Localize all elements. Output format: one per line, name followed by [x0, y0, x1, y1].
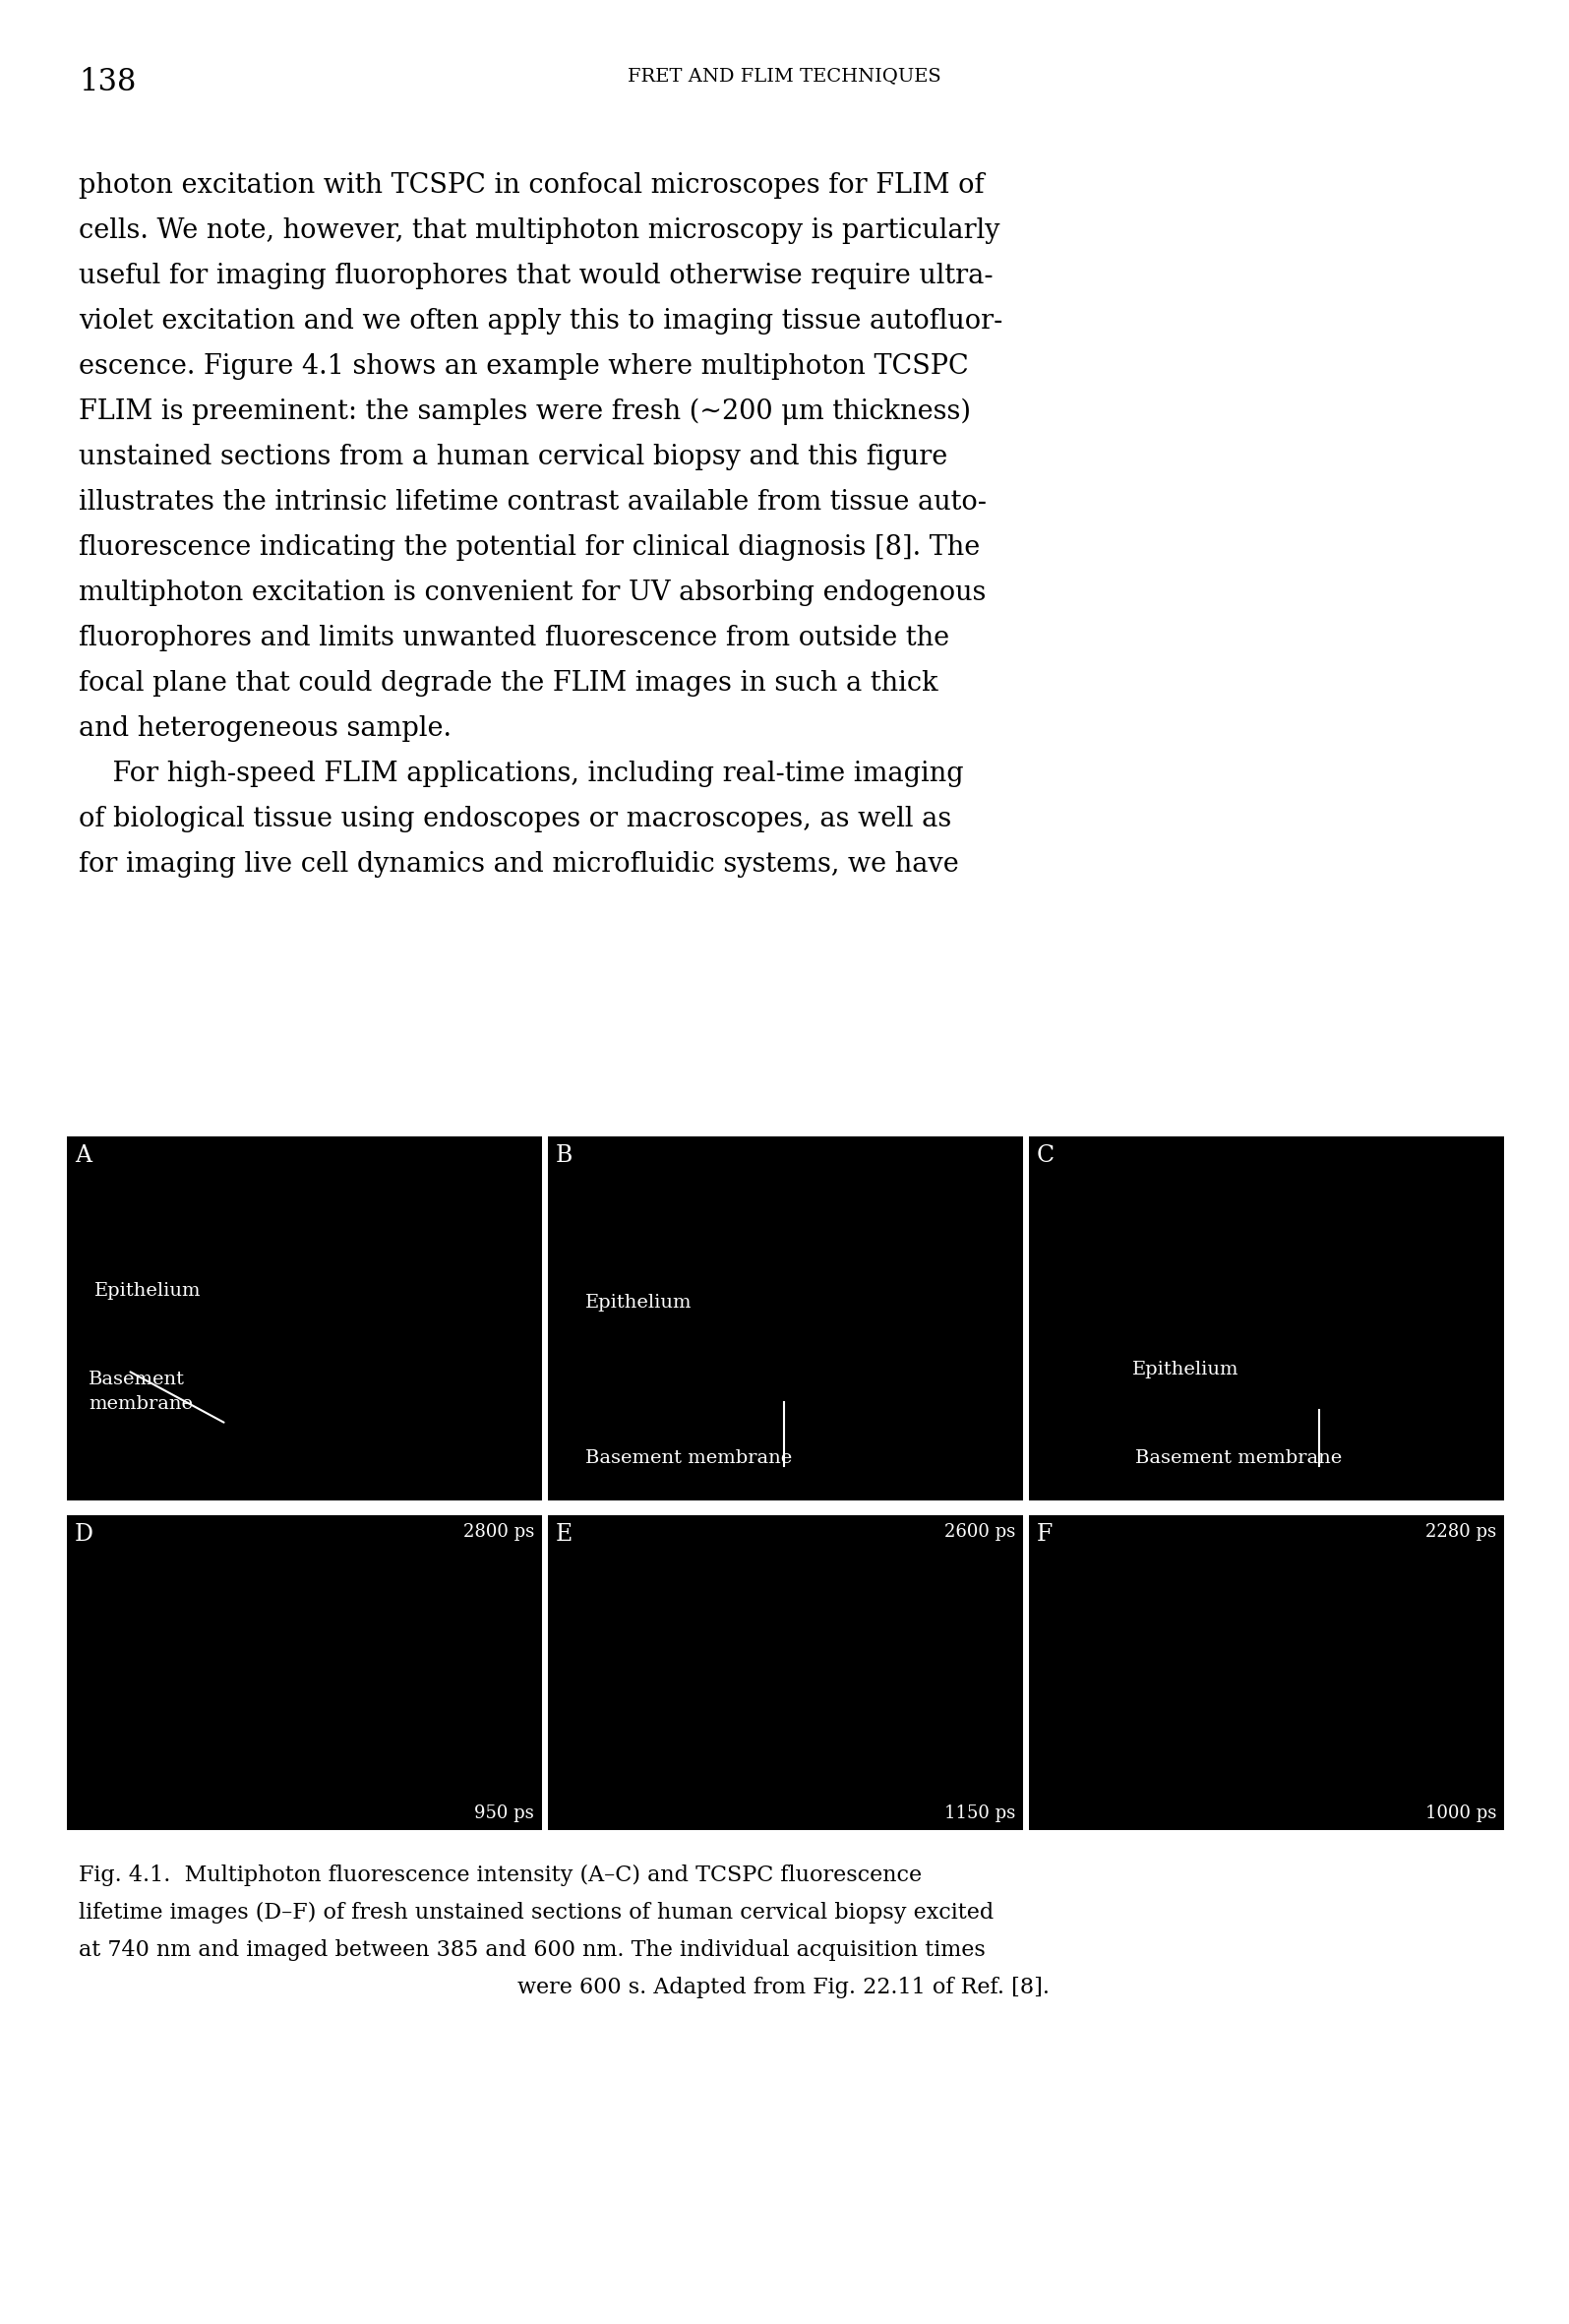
- Text: 1150 ps: 1150 ps: [945, 1803, 1015, 1822]
- Text: B: B: [555, 1143, 573, 1167]
- Text: unstained sections from a human cervical biopsy and this figure: unstained sections from a human cervical…: [78, 444, 948, 469]
- Text: 2280 ps: 2280 ps: [1425, 1522, 1497, 1541]
- Text: useful for imaging fluorophores that would otherwise require ultra-: useful for imaging fluorophores that wou…: [78, 263, 993, 288]
- Text: illustrates the intrinsic lifetime contrast available from tissue auto-: illustrates the intrinsic lifetime contr…: [78, 488, 987, 516]
- Text: cells. We note, however, that multiphoton microscopy is particularly: cells. We note, however, that multiphoto…: [78, 218, 999, 244]
- Text: for imaging live cell dynamics and microfluidic systems, we have: for imaging live cell dynamics and micro…: [78, 851, 959, 878]
- Text: Epithelium: Epithelium: [585, 1294, 692, 1311]
- Text: membrane: membrane: [88, 1394, 193, 1413]
- Text: focal plane that could degrade the FLIM images in such a thick: focal plane that could degrade the FLIM …: [78, 669, 938, 697]
- Text: E: E: [555, 1522, 573, 1545]
- Text: Basement membrane: Basement membrane: [1136, 1450, 1341, 1466]
- Text: multiphoton excitation is convenient for UV absorbing endogenous: multiphoton excitation is convenient for…: [78, 579, 985, 607]
- Text: 2800 ps: 2800 ps: [463, 1522, 533, 1541]
- Text: 138: 138: [78, 67, 137, 98]
- Bar: [1029, 1515, 1505, 1829]
- Text: photon excitation with TCSPC in confocal microscopes for FLIM of: photon excitation with TCSPC in confocal…: [78, 172, 984, 200]
- Text: fluorescence indicating the potential for clinical diagnosis [8]. The: fluorescence indicating the potential fo…: [78, 535, 981, 560]
- Text: For high-speed FLIM applications, including real-time imaging: For high-speed FLIM applications, includ…: [78, 760, 963, 788]
- Text: FRET AND FLIM TECHNIQUES: FRET AND FLIM TECHNIQUES: [628, 67, 941, 84]
- Text: were 600 s. Adapted from Fig. 22.11 of Ref. [8].: were 600 s. Adapted from Fig. 22.11 of R…: [518, 1978, 1050, 1999]
- Text: Fig. 4.1.  Multiphoton fluorescence intensity (A–C) and TCSPC fluorescence: Fig. 4.1. Multiphoton fluorescence inten…: [78, 1864, 923, 1887]
- Text: D: D: [75, 1522, 94, 1545]
- Text: of biological tissue using endoscopes or macroscopes, as well as: of biological tissue using endoscopes or…: [78, 806, 951, 832]
- Text: FLIM is preeminent: the samples were fresh (∼200 μm thickness): FLIM is preeminent: the samples were fre…: [78, 397, 971, 425]
- Bar: [67, 1515, 541, 1829]
- Text: A: A: [75, 1143, 91, 1167]
- Text: violet excitation and we often apply this to imaging tissue autofluor-: violet excitation and we often apply thi…: [78, 309, 1003, 335]
- Text: at 740 nm and imaged between 385 and 600 nm. The individual acquisition times: at 740 nm and imaged between 385 and 600…: [78, 1938, 985, 1961]
- Text: fluorophores and limits unwanted fluorescence from outside the: fluorophores and limits unwanted fluores…: [78, 625, 949, 651]
- Text: 1000 ps: 1000 ps: [1425, 1803, 1497, 1822]
- Text: Basement membrane: Basement membrane: [585, 1450, 792, 1466]
- Text: and heterogeneous sample.: and heterogeneous sample.: [78, 716, 452, 741]
- Text: F: F: [1037, 1522, 1053, 1545]
- Text: 2600 ps: 2600 ps: [945, 1522, 1015, 1541]
- Text: escence. Figure 4.1 shows an example where multiphoton TCSPC: escence. Figure 4.1 shows an example whe…: [78, 353, 968, 379]
- Text: Basement: Basement: [88, 1371, 185, 1387]
- Text: lifetime images (D–F) of fresh unstained sections of human cervical biopsy excit: lifetime images (D–F) of fresh unstained…: [78, 1901, 993, 1924]
- Text: Epithelium: Epithelium: [94, 1283, 201, 1299]
- Text: Epithelium: Epithelium: [1133, 1362, 1240, 1378]
- Text: 950 ps: 950 ps: [474, 1803, 533, 1822]
- Bar: [548, 1136, 1023, 1501]
- Bar: [1029, 1136, 1505, 1501]
- Text: C: C: [1037, 1143, 1054, 1167]
- Bar: [548, 1515, 1023, 1829]
- Bar: [67, 1136, 541, 1501]
